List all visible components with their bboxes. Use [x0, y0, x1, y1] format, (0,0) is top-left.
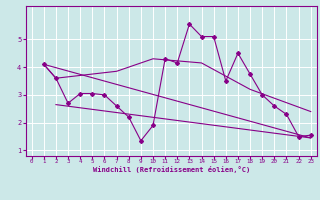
- X-axis label: Windchill (Refroidissement éolien,°C): Windchill (Refroidissement éolien,°C): [92, 166, 250, 173]
